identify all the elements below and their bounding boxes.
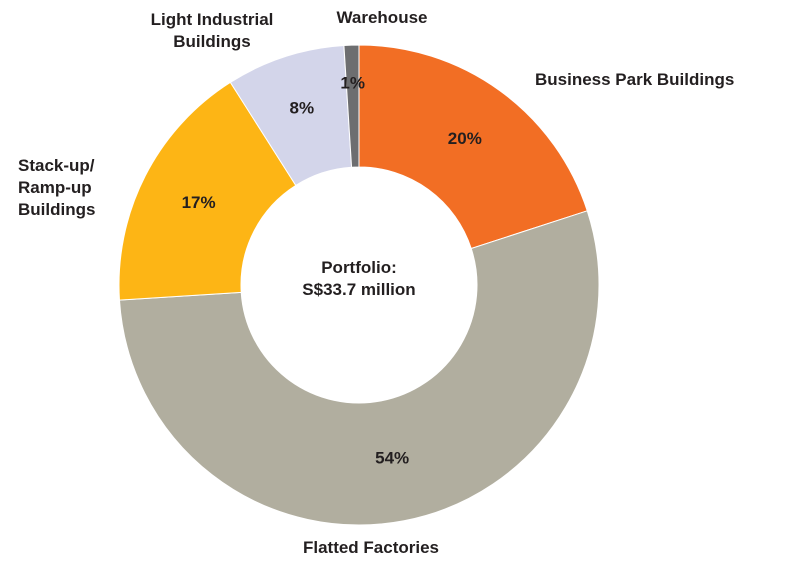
donut-segment (358, 44, 588, 250)
category-label: Business Park Buildings (535, 70, 735, 89)
center-label: Portfolio: S$33.7 million (302, 258, 416, 299)
value-label: 1% (340, 74, 365, 93)
value-label: 54% (375, 448, 409, 467)
category-label: Warehouse (336, 8, 428, 27)
donut-segment (118, 81, 297, 301)
category-label: Light Industrial Buildings (150, 10, 274, 51)
value-label: 17% (182, 193, 216, 212)
donut-segment (343, 44, 360, 168)
category-label: Stack-up/ Ramp-up Buildings (18, 156, 96, 219)
donut-segment (118, 210, 600, 526)
category-label: Flatted Factories (302, 538, 440, 557)
value-label: 20% (448, 129, 482, 148)
value-label: 8% (290, 99, 315, 118)
